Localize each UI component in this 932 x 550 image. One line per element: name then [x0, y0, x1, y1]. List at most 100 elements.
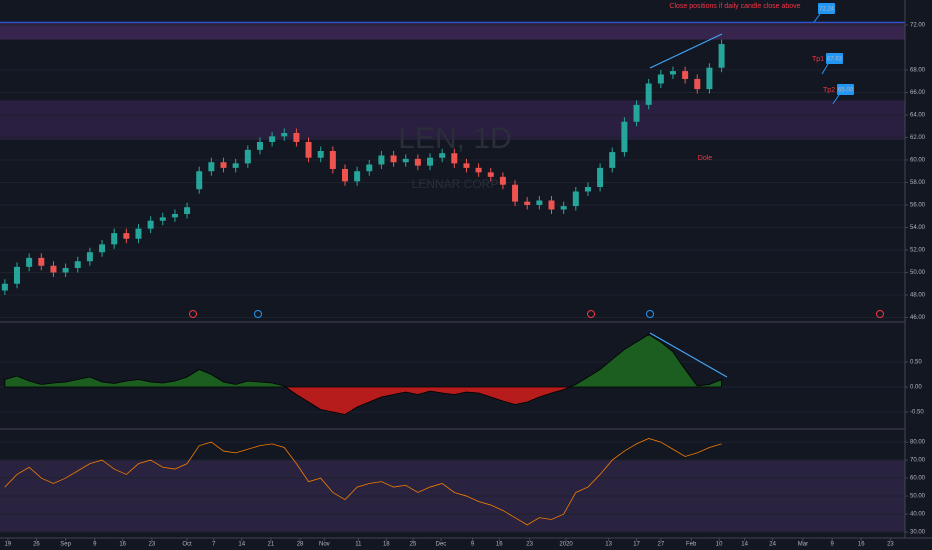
event-marker — [587, 310, 595, 318]
x-tick-label: 19 — [5, 542, 12, 548]
candle-body — [86, 252, 93, 262]
y-tick-label: 56.00 — [910, 203, 926, 209]
candle-body — [341, 168, 348, 182]
x-tick-label: 23 — [149, 542, 156, 548]
candle-body — [378, 155, 385, 165]
candle-body — [293, 132, 300, 142]
callout-label: 72.24 — [819, 6, 835, 12]
y-tick-label: 54.00 — [910, 225, 926, 231]
candle-body — [572, 191, 579, 207]
y-tick-label: 48.00 — [910, 293, 926, 299]
x-tick-label: 21 — [268, 542, 275, 548]
callout-name: Tp1 — [812, 56, 824, 63]
y-tick-label: -0.50 — [910, 410, 924, 416]
y-tick-label: 30.00 — [910, 530, 926, 536]
callout-box — [837, 84, 854, 95]
candle-body — [706, 67, 713, 90]
candle-body — [135, 228, 142, 239]
callout-name: Tp2 — [823, 87, 835, 94]
callout-label: 65.00 — [838, 87, 854, 93]
event-marker — [254, 310, 262, 318]
candle-body — [123, 233, 130, 239]
candle-body — [682, 71, 689, 79]
callout-box — [818, 3, 835, 14]
y-tick-label: 50.00 — [910, 270, 926, 276]
candle-body — [645, 83, 652, 105]
x-tick-label: 28 — [297, 542, 304, 548]
candle-body — [536, 200, 543, 205]
candle-body — [1, 283, 8, 291]
y-tick-label: 80.00 — [910, 440, 926, 446]
candle-body — [171, 213, 178, 218]
x-tick-label: 27 — [657, 542, 664, 548]
x-tick-label: 18 — [383, 542, 390, 548]
candle-body — [427, 157, 434, 166]
y-tick-label: 46.00 — [910, 315, 926, 321]
candle-body — [512, 184, 519, 202]
zone — [0, 100, 905, 140]
x-tick-label: 9 — [471, 542, 475, 548]
candle-body — [597, 167, 604, 187]
y-tick-label: 64.00 — [910, 113, 926, 119]
candle-body — [414, 158, 421, 166]
rsi-line — [4, 438, 722, 526]
candle-body — [548, 200, 555, 210]
candle-body — [111, 233, 118, 245]
candle-body — [560, 206, 567, 210]
x-tick-label: Dec — [436, 542, 447, 548]
callout-tail — [813, 13, 821, 23]
candle-body — [694, 78, 701, 90]
candle-body — [451, 153, 458, 164]
x-tick-label: 16 — [496, 542, 503, 548]
candle-body — [256, 141, 263, 150]
x-tick-label: 26 — [33, 542, 40, 548]
y-tick-label: 0.50 — [910, 360, 922, 366]
trend-line — [649, 33, 723, 69]
candle-body — [609, 152, 616, 168]
annotation: Close positions if daily candle close ab… — [669, 3, 800, 10]
candle-body — [50, 265, 57, 273]
candle-body — [499, 176, 506, 185]
y-tick-label: 50.00 — [910, 494, 926, 500]
candle-body — [99, 244, 106, 253]
candle-body — [159, 217, 166, 221]
x-tick-label: 13 — [605, 542, 612, 548]
candle-body — [329, 150, 336, 169]
candle-body — [208, 162, 215, 172]
candle-body — [669, 71, 676, 75]
candle-body — [147, 220, 154, 229]
x-tick-label: 23 — [526, 542, 533, 548]
y-tick-label: 0.00 — [910, 385, 922, 391]
candle-body — [439, 153, 446, 158]
y-tick-label: 40.00 — [910, 512, 926, 518]
x-tick-label: 2020 — [559, 542, 573, 548]
candle-body — [584, 186, 591, 192]
candle-body — [317, 150, 324, 158]
y-tick-label: 52.00 — [910, 248, 926, 254]
candle-body — [38, 257, 45, 266]
candle-body — [74, 261, 81, 268]
candle-body — [633, 104, 640, 122]
candle-body — [62, 267, 69, 273]
x-tick-label: 16 — [119, 542, 126, 548]
x-tick-label: 14 — [238, 542, 245, 548]
callout-tail — [821, 63, 829, 75]
event-marker — [876, 310, 884, 318]
x-tick-label: Nov — [319, 542, 330, 548]
y-tick-label: 72.00 — [910, 23, 926, 29]
x-tick-label: 7 — [212, 542, 216, 548]
candle-body — [657, 74, 664, 84]
candle-body — [196, 171, 203, 190]
candle-body — [232, 163, 239, 168]
y-tick-label: 62.00 — [910, 135, 926, 141]
annotation: Dole — [698, 155, 713, 162]
watermark: LEN, 1D — [398, 122, 511, 155]
candle-body — [475, 167, 482, 173]
y-tick-label: 70.00 — [910, 458, 926, 464]
candle-body — [220, 162, 227, 168]
y-tick-label: 68.00 — [910, 68, 926, 74]
x-tick-label: Oct — [182, 542, 192, 548]
x-tick-label: 23 — [887, 542, 894, 548]
x-tick-label: Mar — [798, 542, 808, 548]
